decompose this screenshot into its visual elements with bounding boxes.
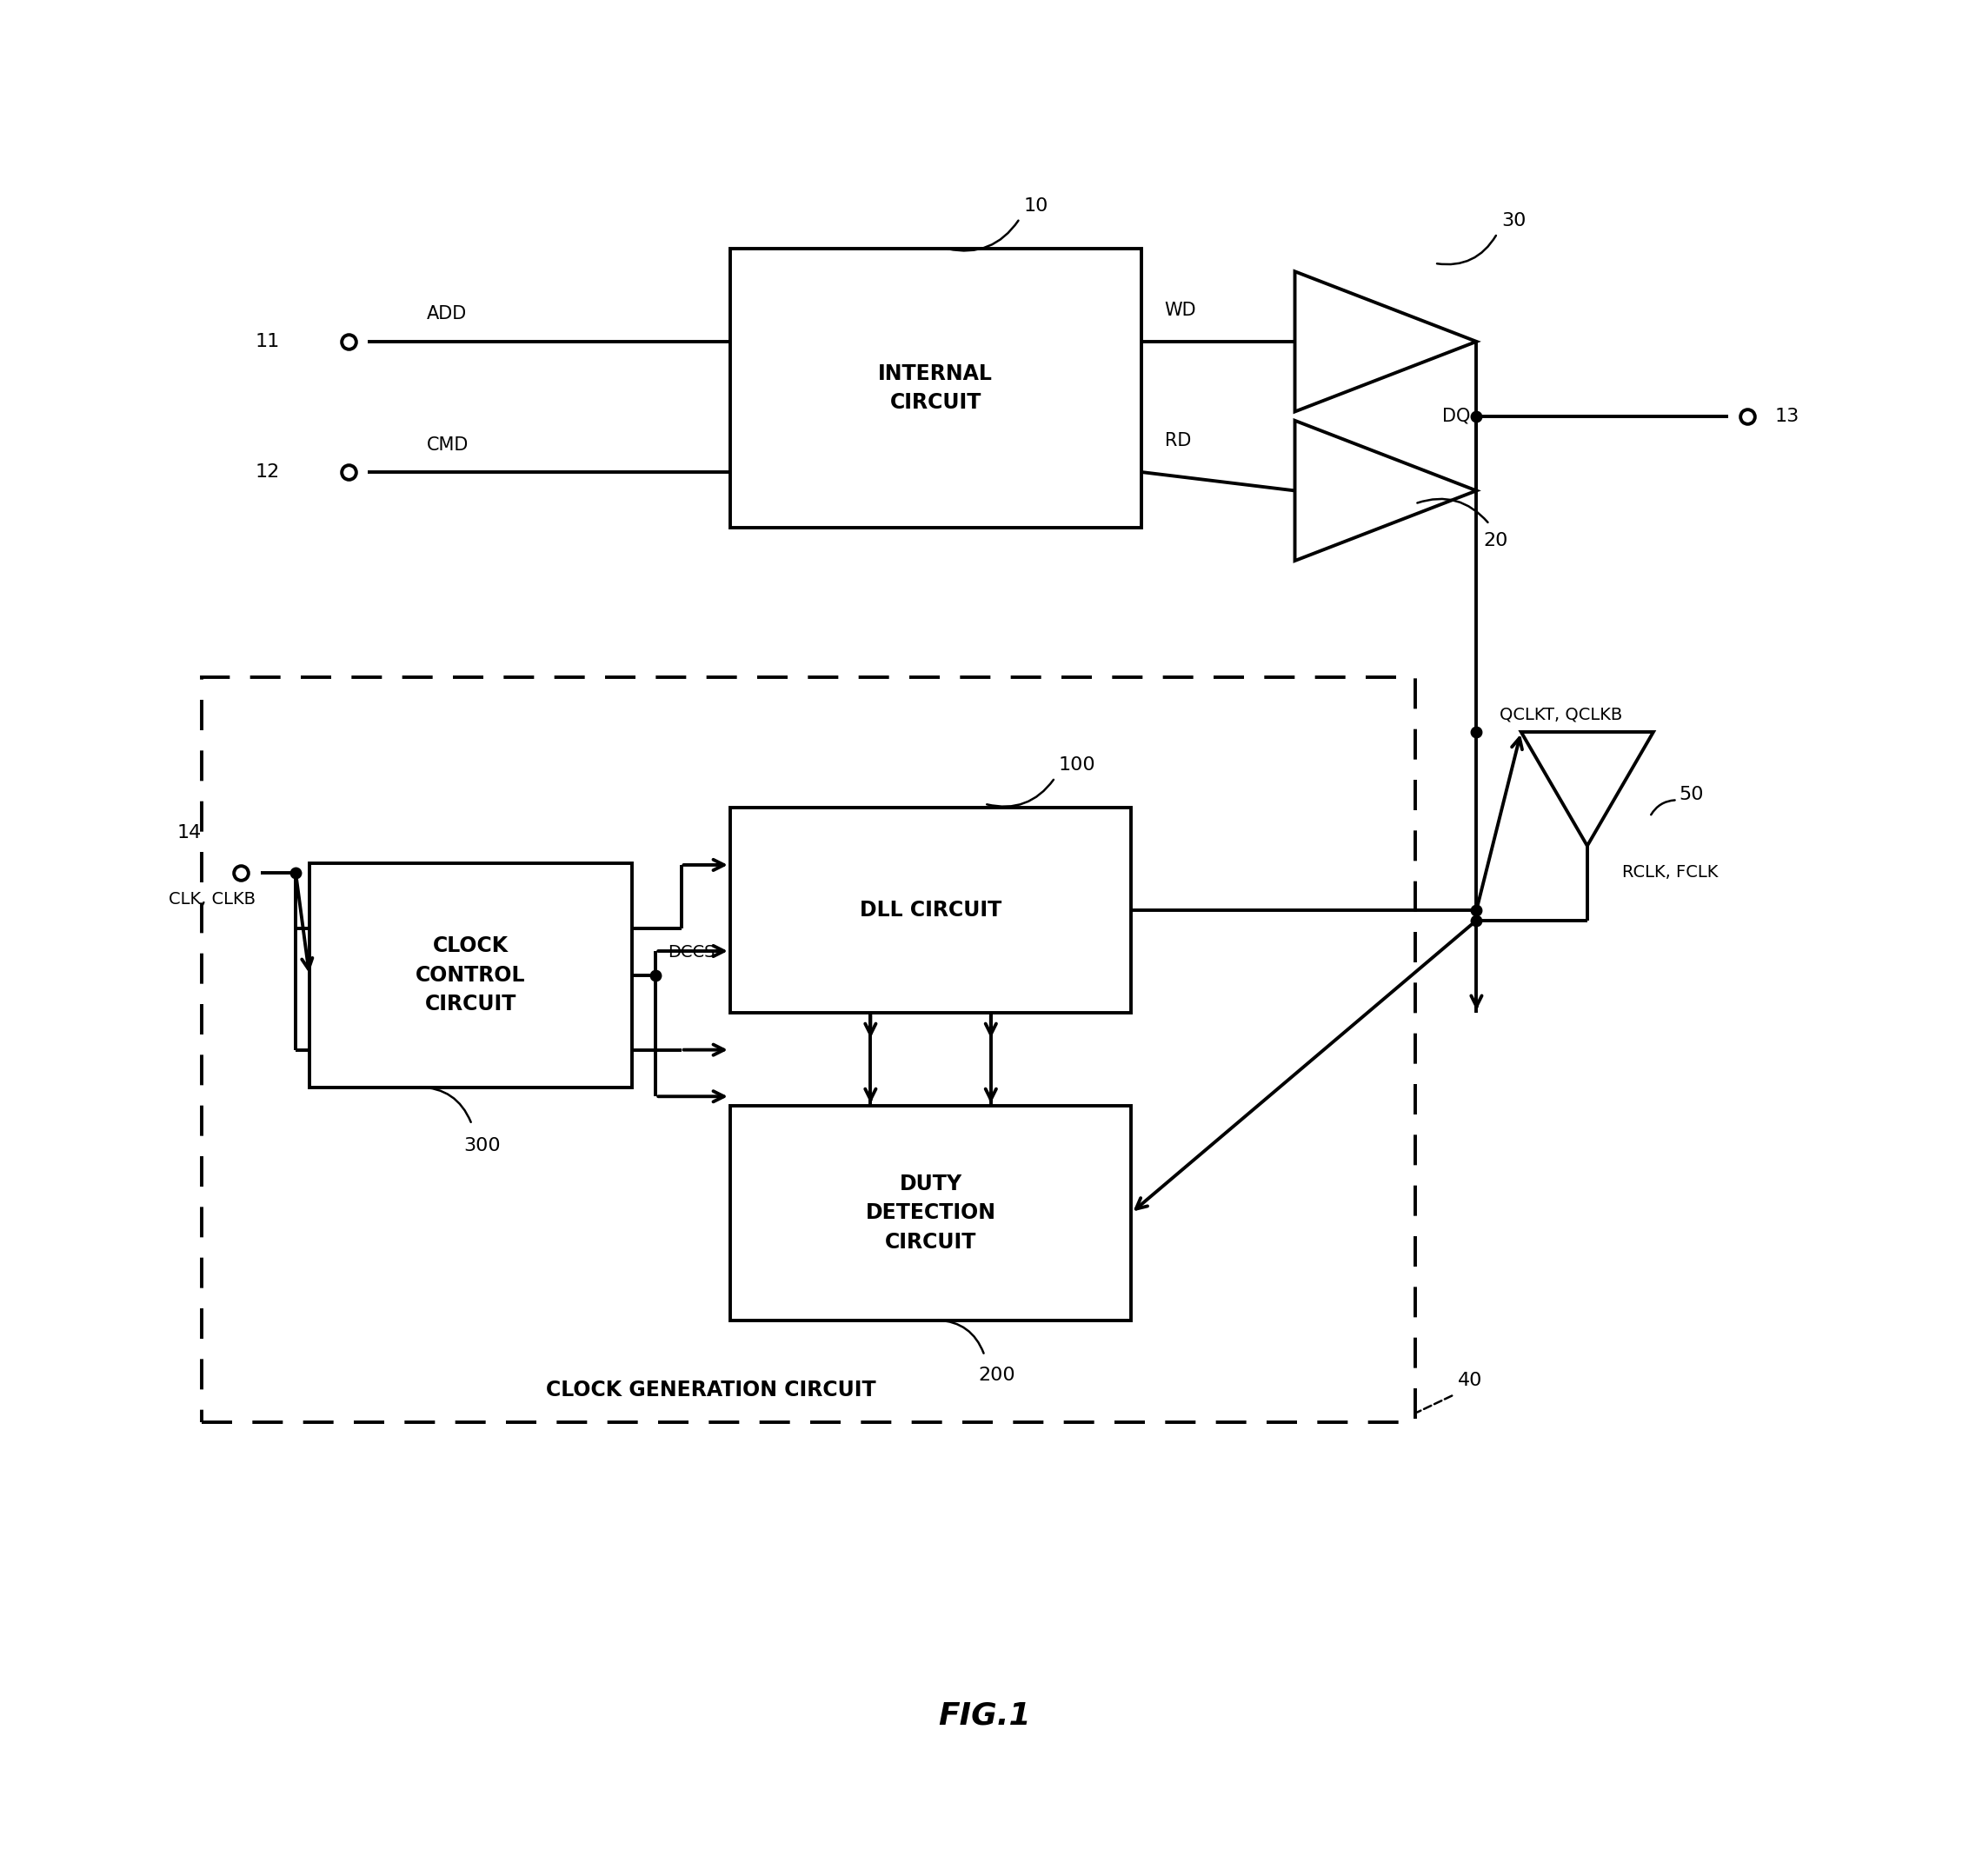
Text: CMD: CMD: [427, 435, 469, 454]
Text: CLK, CLKB: CLK, CLKB: [169, 891, 256, 908]
FancyBboxPatch shape: [730, 1105, 1132, 1321]
Text: CLOCK GENERATION CIRCUIT: CLOCK GENERATION CIRCUIT: [545, 1379, 876, 1399]
Text: 10: 10: [1024, 197, 1048, 214]
Text: 13: 13: [1776, 407, 1800, 424]
Text: DLL CIRCUIT: DLL CIRCUIT: [860, 900, 1002, 921]
Text: 20: 20: [1483, 531, 1508, 550]
Text: DQ: DQ: [1443, 407, 1471, 424]
FancyBboxPatch shape: [201, 677, 1416, 1422]
Text: CLOCK
CONTROL
CIRCUIT: CLOCK CONTROL CIRCUIT: [415, 936, 526, 1015]
Text: WD: WD: [1164, 302, 1197, 319]
Text: DUTY
DETECTION
CIRCUIT: DUTY DETECTION CIRCUIT: [866, 1172, 996, 1253]
Text: 200: 200: [979, 1368, 1016, 1384]
Text: RCLK, FCLK: RCLK, FCLK: [1622, 865, 1719, 882]
Text: 100: 100: [1059, 756, 1097, 775]
Text: 11: 11: [256, 332, 280, 351]
Text: 30: 30: [1500, 212, 1526, 229]
Text: 50: 50: [1680, 786, 1703, 803]
Text: QCLKT, QCLKB: QCLKT, QCLKB: [1500, 705, 1622, 722]
FancyBboxPatch shape: [730, 807, 1132, 1013]
Text: RD: RD: [1164, 431, 1191, 450]
Text: 40: 40: [1459, 1371, 1483, 1388]
Text: 14: 14: [177, 824, 201, 840]
FancyBboxPatch shape: [730, 248, 1142, 527]
Text: INTERNAL
CIRCUIT: INTERNAL CIRCUIT: [878, 364, 992, 413]
Text: DCCS: DCCS: [667, 944, 715, 961]
Text: FIG.1: FIG.1: [937, 1702, 1032, 1730]
FancyBboxPatch shape: [309, 863, 632, 1086]
Text: ADD: ADD: [427, 306, 467, 323]
Text: 12: 12: [256, 463, 280, 480]
Text: 300: 300: [465, 1137, 500, 1156]
